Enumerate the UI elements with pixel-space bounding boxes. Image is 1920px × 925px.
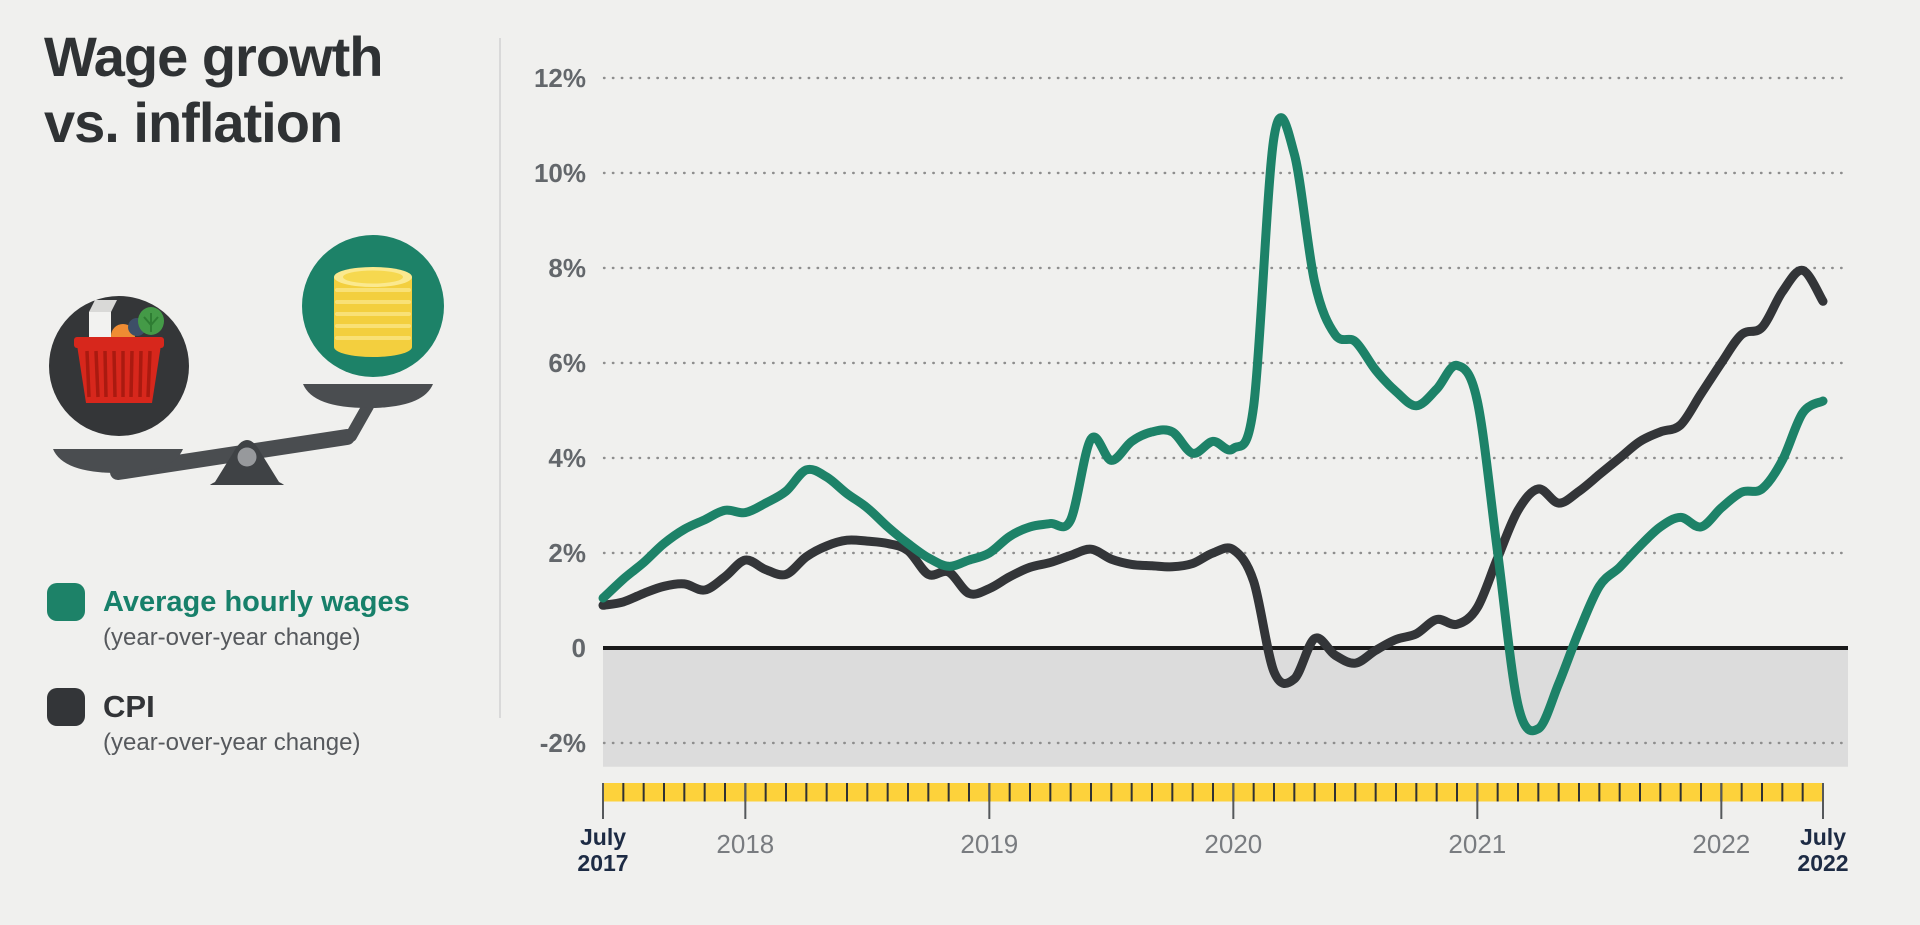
x-axis-label-2022: 2022 (1692, 829, 1750, 859)
x-axis-label-2020: 2020 (1204, 829, 1262, 859)
right-pan (303, 384, 433, 408)
milk-carton-top-icon (89, 300, 117, 312)
cpi-legend-label: CPI (103, 689, 155, 724)
legend-item-cpi: CPI (year-over-year change) (47, 688, 360, 758)
wages-legend-label: Average hourly wages (103, 586, 410, 618)
cpi-swatch (47, 688, 85, 726)
x-axis-label-2019: 2019 (960, 829, 1018, 859)
below-zero-shade (603, 650, 1848, 767)
page-title-line1: Wage growth (44, 25, 383, 88)
cpi-line (598, 265, 1828, 688)
cpi-legend-sublabel: (year-over-year change) (103, 729, 361, 756)
scale-beam-and-pans (53, 384, 433, 485)
y-axis-label-4%: 4% (548, 443, 586, 473)
left-pan (53, 449, 183, 473)
coin-stack-circle (302, 235, 444, 377)
scale-pivot (237, 447, 257, 467)
page-title: Wage growth vs. inflation (44, 24, 383, 156)
coin-stack-icon (334, 267, 412, 357)
x-axis-label-2021: 2021 (1448, 829, 1506, 859)
wages-line (598, 113, 1828, 736)
y-axis-label-12%: 12% (534, 63, 586, 93)
y-axis-label-2%: 2% (548, 538, 586, 568)
vertical-divider (499, 38, 501, 718)
y-axis-label-0: 0 (572, 633, 586, 663)
wages-swatch (47, 583, 85, 621)
grocery-basket-circle (49, 296, 189, 436)
balance-scale-illustration (49, 235, 444, 485)
wages-legend-sublabel: (year-over-year change) (103, 624, 361, 651)
page-title-line2: vs. inflation (44, 91, 343, 154)
y-axis-label-10%: 10% (534, 158, 586, 188)
y-axis-label--2%: -2% (540, 728, 586, 758)
x-axis-label-July-2017: July 2017 (577, 824, 628, 876)
x-axis-label-2018: 2018 (716, 829, 774, 859)
legend-item-wages: Average hourly wages (year-over-year cha… (47, 583, 410, 653)
y-axis-label-8%: 8% (548, 253, 586, 283)
x-axis-label-July-2022: July 2022 (1797, 824, 1848, 876)
y-axis-label-6%: 6% (548, 348, 586, 378)
